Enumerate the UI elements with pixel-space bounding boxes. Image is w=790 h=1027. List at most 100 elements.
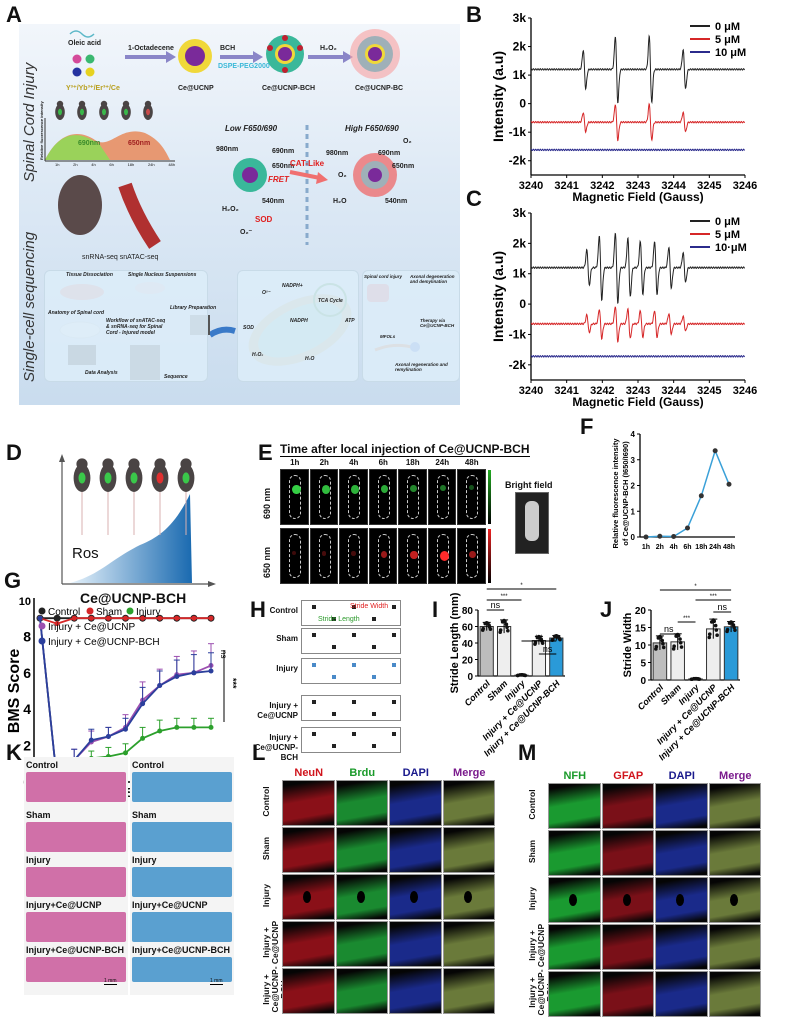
significance-label: ns: [491, 600, 501, 610]
mouse-outline: [348, 534, 360, 578]
time-label: 48h: [464, 458, 479, 467]
histology-row-label: Injury: [26, 855, 51, 865]
curve-time-tick: 48h: [168, 162, 175, 167]
signal-spot: [292, 551, 297, 556]
microscopy-image: [335, 921, 388, 967]
fluorescence-curve-690: [45, 135, 110, 160]
ion-dot: [85, 67, 95, 77]
mouse-outline: [318, 475, 331, 519]
tissue-section: [26, 772, 126, 802]
data-point: [643, 534, 649, 540]
curve-time-tick: 2h: [73, 162, 78, 167]
data-point: [123, 726, 128, 732]
label-superoxide: O₂⁻: [240, 229, 253, 236]
imaging-cell: [339, 469, 368, 525]
y-axis-label: Relative fluorescence intensity: [611, 438, 620, 549]
signal-spot: [410, 485, 417, 492]
data-point: [157, 728, 163, 734]
y-tick-label: 20: [462, 656, 474, 667]
imaging-cell: [309, 528, 338, 584]
imaging-cell: [368, 469, 397, 525]
series-line: [530, 34, 746, 105]
data-point: [671, 533, 677, 539]
mouse-outline: [407, 534, 419, 578]
label-mito-sod: SOD: [243, 325, 254, 331]
data-point: [733, 628, 737, 632]
data-point: [208, 724, 214, 730]
footprint: [372, 712, 376, 716]
x-tick-label: 6h: [683, 544, 691, 551]
label-sod: SOD: [255, 215, 273, 224]
gait-row-label: Injury + Ce@UCNP: [257, 701, 298, 720]
y-tick-label: 0: [467, 672, 473, 683]
label-curve-690: 690nm: [78, 140, 101, 147]
footprint: [352, 633, 356, 637]
data-point: [552, 634, 557, 639]
mouse-head: [180, 458, 192, 470]
signal-spot: [351, 551, 356, 556]
imaging-cell: [398, 528, 427, 584]
microscopy-image: [335, 827, 388, 873]
microscopy-image: [389, 968, 442, 1014]
microscopy-image: [442, 968, 495, 1014]
footprint: [392, 732, 396, 736]
data-point: [174, 673, 180, 679]
signal-spot: [130, 472, 138, 484]
data-point: [713, 623, 718, 628]
label-h2o2-low: H₂O₂: [222, 206, 239, 213]
data-point: [54, 621, 60, 627]
y-tick-label: 2: [23, 738, 31, 754]
microscopy-image: [655, 924, 708, 970]
label-mito-o2: O²⁻: [262, 290, 271, 296]
mouse-head: [154, 458, 166, 470]
data-point: [71, 615, 77, 621]
time-label: 18h: [405, 458, 420, 467]
x-tick-label: 18h: [695, 544, 707, 551]
mouse-outline: [436, 475, 449, 519]
label-sci: Spinal cord injury: [364, 274, 403, 279]
microscopy-image: [335, 874, 388, 920]
legend-label: Control: [48, 607, 80, 618]
label-ce-ucnp-bc: Ce@UCNP-BC: [355, 85, 404, 92]
footprint: [392, 633, 396, 637]
series-line: [530, 354, 746, 358]
footprint: [312, 732, 316, 736]
label-bch: BCH: [220, 45, 236, 52]
label-atp: ATP: [345, 318, 355, 324]
histology-row-label: Injury+Ce@UCNP: [26, 900, 102, 910]
legend-swatch: [86, 607, 94, 615]
data-point: [657, 533, 663, 539]
data-point: [157, 615, 163, 621]
microscopy-image: [548, 924, 601, 970]
time-label: 24h: [435, 458, 450, 467]
data-point: [726, 481, 732, 487]
label-cat-like: CAT-Like: [290, 159, 325, 168]
y-tick-label: 1: [631, 507, 636, 516]
data-point: [498, 628, 503, 632]
imaging-cell: [309, 469, 338, 525]
data-point: [685, 525, 690, 531]
x-tick-label: 3240: [519, 385, 543, 397]
label-540nm: 540nm: [262, 198, 285, 205]
nanoparticle-bc-icon: [350, 29, 400, 79]
microscopy-image: [282, 874, 335, 920]
data-point: [208, 615, 214, 621]
y-tick-label: -2k: [509, 358, 527, 372]
series-line: [645, 448, 730, 538]
footprint: [312, 633, 316, 637]
data-point: [551, 637, 555, 642]
data-point: [725, 627, 730, 632]
bar: [479, 626, 494, 677]
panel-label-h: H: [250, 597, 266, 622]
lesion-cavity: [356, 891, 365, 903]
microscopy-image: [601, 877, 654, 923]
y-tick-label: 10: [635, 641, 647, 652]
label-h2o: H₂O: [333, 198, 347, 205]
lesion-cavity: [622, 894, 631, 906]
microscopy-image: [601, 971, 654, 1017]
data-point: [698, 493, 704, 499]
x-tick-label: 24h: [709, 544, 721, 551]
channel-header: NFH: [563, 770, 587, 782]
footprint-track: [301, 658, 401, 684]
microscopy-image: [601, 830, 654, 876]
